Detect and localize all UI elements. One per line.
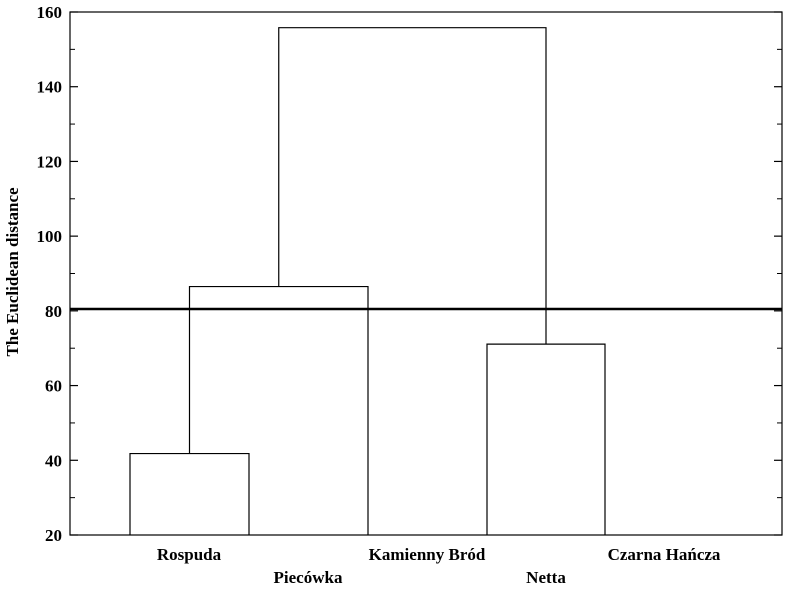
y-tick-label: 40	[45, 451, 62, 470]
y-axis-title: The Euclidean distance	[3, 187, 22, 357]
dendrogram-links	[129, 27, 606, 535]
x-axis-labels: Rospuda Piecówka Kamienny Bród Netta Czarna …	[157, 545, 721, 587]
merge-link-2	[188, 285, 369, 535]
x-category-label: Rospuda	[157, 545, 222, 564]
x-category-label: Czarna Hańcza	[608, 545, 721, 564]
x-category-label: Netta	[526, 568, 566, 587]
merge-link-4	[278, 27, 547, 345]
y-tick-label: 20	[45, 526, 62, 545]
y-tick-label: 160	[37, 3, 63, 22]
x-category-label: Piecówka	[274, 568, 343, 587]
y-tick-label: 140	[37, 78, 63, 97]
plot-frame	[69, 11, 783, 536]
y-tick-label: 60	[45, 377, 62, 396]
y-tick-label: 100	[37, 227, 63, 246]
merge-link-3	[486, 343, 606, 535]
merge-link-1	[129, 452, 250, 535]
y-tick-label: 120	[37, 152, 63, 171]
y-axis: 20 40 60 80 100 120 140 160	[37, 3, 782, 545]
x-category-label: Kamienny Bród	[369, 545, 486, 564]
y-tick-label: 80	[45, 302, 62, 321]
